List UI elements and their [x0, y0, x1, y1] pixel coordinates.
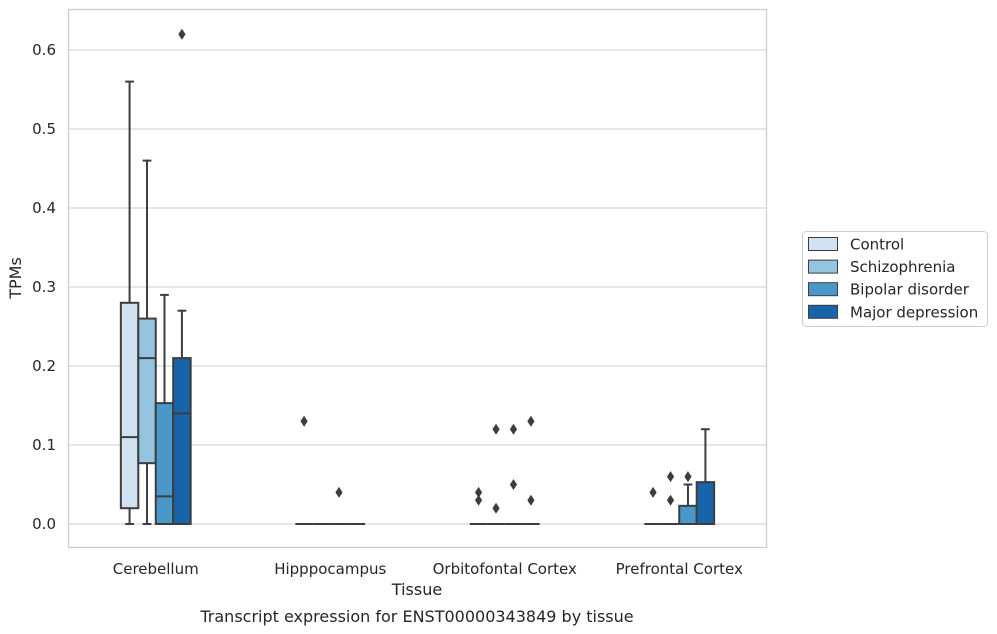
y-tick-label: 0.2 — [32, 357, 56, 375]
legend-swatch — [808, 282, 838, 297]
outlier-point — [492, 423, 500, 435]
legend-box — [802, 231, 988, 327]
box-control — [295, 415, 313, 525]
y-tick-label: 0.0 — [32, 515, 56, 533]
outlier-point — [509, 423, 518, 435]
outlier-point — [666, 494, 675, 506]
outlier-point — [509, 479, 518, 490]
outlier-point — [178, 28, 186, 40]
y-tick-labels: 0.0 0.1 0.2 0.3 0.4 0.5 0.6 — [32, 41, 56, 533]
legend-label: Control — [850, 236, 904, 254]
chart-caption: Transcript expression for ENST0000034384… — [199, 607, 633, 626]
box-iqr — [154, 402, 175, 526]
box-iqr — [695, 481, 716, 526]
legend-label: Major depression — [850, 303, 978, 321]
outlier-point — [649, 486, 657, 498]
box-bipolar-disorder — [504, 423, 523, 525]
y-tick-label: 0.1 — [32, 436, 56, 454]
x-tick-label: Prefrontal Cortex — [616, 560, 743, 578]
outlier-point — [492, 502, 500, 514]
outlier-point — [527, 494, 535, 506]
box-control — [469, 486, 488, 525]
outlier-point — [666, 471, 675, 483]
box-iqr — [678, 504, 698, 525]
legend-swatch — [808, 237, 838, 251]
box-major-depression — [522, 415, 540, 525]
legend-label: Bipolar disorder — [850, 281, 970, 299]
box-bipolar-disorder — [154, 293, 175, 526]
legend-swatch — [808, 259, 838, 274]
outlier-point — [474, 494, 483, 506]
box-schizophrenia — [487, 423, 505, 525]
y-tick-label: 0.3 — [32, 278, 56, 296]
box-series — [119, 28, 716, 526]
box-bipolar-disorder — [330, 486, 348, 525]
legend-label: Schizophrenia — [850, 258, 955, 276]
box-major-depression — [695, 428, 716, 526]
box-schizophrenia — [661, 471, 680, 525]
outlier-point — [300, 415, 308, 427]
box-control — [644, 486, 662, 525]
y-tick-label: 0.5 — [32, 120, 56, 138]
legend: Control Schizophrenia Bipolar disorder Majo… — [802, 231, 988, 327]
y-tick-label: 0.4 — [32, 199, 56, 217]
outlier-point — [335, 486, 343, 498]
outlier-point — [474, 486, 483, 498]
x-tick-label: Cerebellum — [113, 560, 199, 578]
box-iqr — [119, 301, 140, 510]
x-tick-labels: Cerebellum Hipppocampus Orbitofontal Corte… — [113, 560, 743, 578]
y-axis-label: TPMs — [6, 257, 25, 300]
y-tick-label: 0.6 — [32, 41, 56, 59]
x-tick-label: Orbitofontal Cortex — [433, 560, 577, 578]
box-iqr — [137, 317, 157, 465]
box-major-depression — [172, 28, 192, 525]
x-axis-label: Tissue — [391, 580, 442, 599]
box-schizophrenia — [137, 159, 157, 525]
box-iqr — [172, 357, 192, 525]
x-tick-label: Hipppocampus — [274, 560, 386, 578]
outlier-point — [684, 471, 692, 483]
outlier-point — [527, 415, 535, 427]
legend-swatch — [808, 304, 838, 319]
